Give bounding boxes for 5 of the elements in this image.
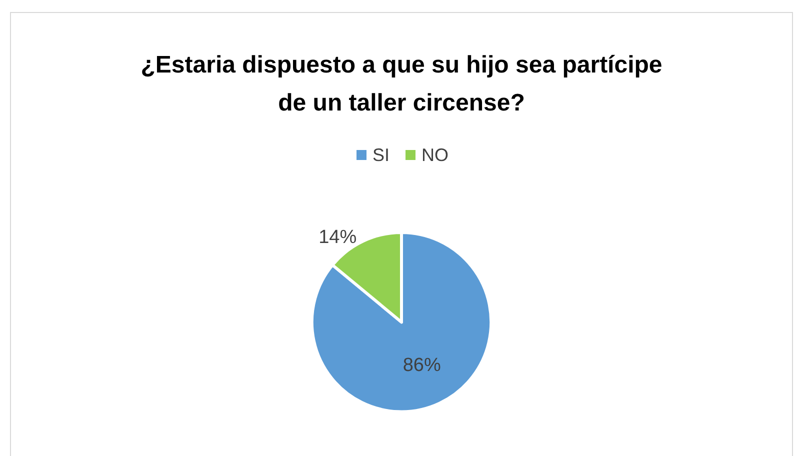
- data-label: 86%: [402, 354, 441, 376]
- legend-label: NO: [422, 145, 449, 165]
- data-label: 14%: [318, 226, 357, 248]
- chart-title: ¿Estaria dispuesto a que su hijo sea partícipe de un taller circense?: [140, 52, 662, 116]
- legend-label: SI: [372, 145, 390, 165]
